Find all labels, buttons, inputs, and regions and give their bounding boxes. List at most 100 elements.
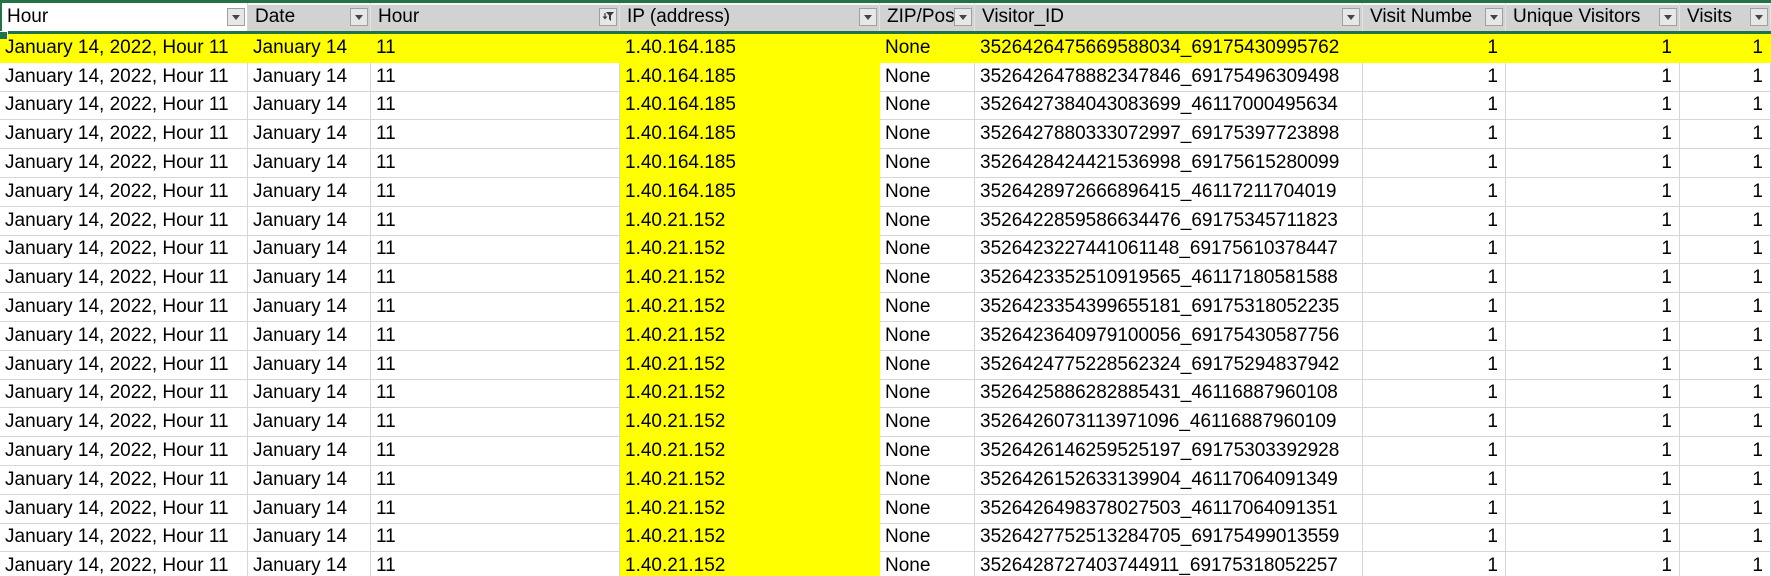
table-cell[interactable]: January 14, 2022, Hour 11	[0, 321, 248, 351]
filter-active-funnel-button[interactable]	[599, 8, 617, 26]
column-header-date-1[interactable]: Date	[248, 3, 371, 31]
table-cell[interactable]: 1	[1363, 235, 1506, 265]
table-cell[interactable]: January 14	[248, 91, 371, 121]
table-cell[interactable]: 1	[1363, 552, 1506, 576]
table-cell[interactable]: January 14, 2022, Hour 11	[0, 523, 248, 553]
table-cell[interactable]: 11	[371, 149, 620, 178]
column-header-hour-2[interactable]: Hour	[371, 3, 620, 31]
table-cell[interactable]: January 14	[248, 494, 371, 524]
filter-dropdown-button[interactable]	[859, 8, 877, 26]
table-cell[interactable]: January 14	[248, 120, 371, 150]
table-cell[interactable]: 1.40.21.152	[620, 379, 880, 409]
table-cell[interactable]: 3526424775228562324_69175294837942	[975, 350, 1363, 380]
filter-dropdown-button[interactable]	[1659, 8, 1677, 26]
table-cell[interactable]: 1	[1363, 523, 1506, 553]
table-cell[interactable]: 1.40.164.185	[620, 177, 880, 207]
table-cell[interactable]: None	[880, 552, 975, 576]
table-cell[interactable]: None	[880, 321, 975, 351]
table-cell[interactable]: January 14, 2022, Hour 11	[0, 149, 248, 178]
table-cell[interactable]: 3526427384043083699_46117000495634	[975, 91, 1363, 121]
table-cell[interactable]: None	[880, 34, 975, 63]
table-cell[interactable]: 1	[1680, 408, 1771, 438]
table-cell[interactable]: 1	[1680, 523, 1771, 553]
table-cell[interactable]: 1	[1363, 177, 1506, 207]
table-cell[interactable]: 3526426478882347846_69175496309498	[975, 62, 1363, 92]
table-cell[interactable]: 11	[371, 552, 620, 576]
table-cell[interactable]: January 14	[248, 235, 371, 265]
table-cell[interactable]: None	[880, 206, 975, 236]
table-cell[interactable]: 1	[1506, 523, 1680, 553]
table-cell[interactable]: January 14	[248, 408, 371, 438]
table-cell[interactable]: January 14	[248, 264, 371, 294]
filter-dropdown-button[interactable]	[1342, 8, 1360, 26]
table-cell[interactable]: None	[880, 149, 975, 178]
table-cell[interactable]: None	[880, 437, 975, 466]
table-cell[interactable]: January 14	[248, 62, 371, 92]
table-cell[interactable]: 1.40.21.152	[620, 264, 880, 294]
table-cell[interactable]: January 14, 2022, Hour 11	[0, 62, 248, 92]
table-cell[interactable]: 1	[1363, 494, 1506, 524]
table-cell[interactable]: None	[880, 465, 975, 495]
table-cell[interactable]: January 14	[248, 34, 371, 63]
table-cell[interactable]: 1.40.21.152	[620, 523, 880, 553]
table-cell[interactable]: 1	[1363, 408, 1506, 438]
table-cell[interactable]: 1	[1506, 379, 1680, 409]
table-cell[interactable]: 1	[1680, 465, 1771, 495]
column-header-hour-0[interactable]: Hour	[0, 3, 248, 31]
table-cell[interactable]: 1.40.21.152	[620, 293, 880, 322]
table-cell[interactable]: 1.40.21.152	[620, 321, 880, 351]
table-cell[interactable]: January 14	[248, 149, 371, 178]
table-cell[interactable]: 1	[1363, 379, 1506, 409]
table-cell[interactable]: January 14, 2022, Hour 11	[0, 379, 248, 409]
table-cell[interactable]: None	[880, 264, 975, 294]
table-cell[interactable]: 11	[371, 293, 620, 322]
table-cell[interactable]: 3526428972666896415_46117211704019	[975, 177, 1363, 207]
table-cell[interactable]: 1	[1680, 206, 1771, 236]
table-cell[interactable]: None	[880, 235, 975, 265]
table-cell[interactable]: 11	[371, 321, 620, 351]
table-cell[interactable]: January 14	[248, 350, 371, 380]
table-cell[interactable]: 11	[371, 350, 620, 380]
table-cell[interactable]: 1	[1680, 62, 1771, 92]
table-cell[interactable]: January 14, 2022, Hour 11	[0, 350, 248, 380]
table-cell[interactable]: 1	[1363, 437, 1506, 466]
table-cell[interactable]: 1	[1680, 321, 1771, 351]
table-cell[interactable]: 1	[1506, 62, 1680, 92]
table-cell[interactable]: 1	[1506, 293, 1680, 322]
table-cell[interactable]: 11	[371, 206, 620, 236]
table-cell[interactable]: None	[880, 408, 975, 438]
table-cell[interactable]: 1	[1506, 120, 1680, 150]
table-cell[interactable]: 1	[1506, 494, 1680, 524]
table-cell[interactable]: January 14, 2022, Hour 11	[0, 264, 248, 294]
table-cell[interactable]: 3526423352510919565_46117180581588	[975, 264, 1363, 294]
table-cell[interactable]: 11	[371, 62, 620, 92]
table-cell[interactable]: 11	[371, 379, 620, 409]
table-cell[interactable]: 1	[1363, 206, 1506, 236]
table-cell[interactable]: 3526423640979100056_69175430587756	[975, 321, 1363, 351]
table-cell[interactable]: None	[880, 350, 975, 380]
table-cell[interactable]: 1	[1506, 408, 1680, 438]
table-cell[interactable]: January 14, 2022, Hour 11	[0, 235, 248, 265]
table-cell[interactable]: 1	[1680, 34, 1771, 63]
table-cell[interactable]: 1	[1506, 350, 1680, 380]
table-cell[interactable]: None	[880, 120, 975, 150]
table-cell[interactable]: 1	[1363, 465, 1506, 495]
column-header-visits-8[interactable]: Visits	[1680, 3, 1771, 31]
table-cell[interactable]: 11	[371, 120, 620, 150]
filter-dropdown-button[interactable]	[1750, 8, 1768, 26]
table-cell[interactable]: 3526427880333072997_69175397723898	[975, 120, 1363, 150]
table-cell[interactable]: 1.40.21.152	[620, 437, 880, 466]
table-cell[interactable]: 1	[1680, 177, 1771, 207]
table-cell[interactable]: 1	[1506, 149, 1680, 178]
table-cell[interactable]: 3526426475669588034_69175430995762	[975, 34, 1363, 63]
column-header-visit-numbe-6[interactable]: Visit Numbe	[1363, 3, 1506, 31]
table-cell[interactable]: 1	[1680, 379, 1771, 409]
table-cell[interactable]: 1	[1506, 177, 1680, 207]
table-cell[interactable]: January 14, 2022, Hour 11	[0, 465, 248, 495]
table-cell[interactable]: 3526426498378027503_46117064091351	[975, 494, 1363, 524]
selection-fill-handle[interactable]	[0, 31, 8, 39]
table-cell[interactable]: 1	[1680, 91, 1771, 121]
table-cell[interactable]: 3526425886282885431_46116887960108	[975, 379, 1363, 409]
table-cell[interactable]: 1	[1363, 34, 1506, 63]
table-cell[interactable]: 1.40.164.185	[620, 91, 880, 121]
